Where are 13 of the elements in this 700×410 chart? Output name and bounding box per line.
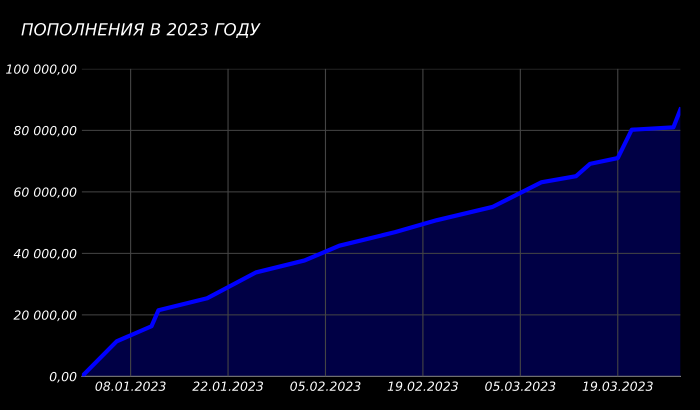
x-tick-label: 19.02.2023 bbox=[388, 381, 458, 391]
y-tick-label: 60 000,00 bbox=[14, 187, 76, 198]
x-tick-label: 08.01.2023 bbox=[95, 381, 166, 391]
y-tick-label: 80 000,00 bbox=[14, 126, 76, 137]
y-tick-label: 100 000,00 bbox=[6, 64, 76, 76]
x-tick-label: 22.01.2023 bbox=[192, 381, 264, 391]
x-tick-label: 05.02.2023 bbox=[290, 381, 360, 391]
chart-title: ПОПОЛНЕНИЯ В 2023 ГОДУ bbox=[21, 22, 261, 38]
y-tick-label: 0,00 bbox=[50, 372, 76, 383]
x-tick-label: 05.03.2023 bbox=[485, 381, 556, 391]
y-tick-label: 40 000,00 bbox=[14, 248, 76, 260]
y-tick-label: 20 000,00 bbox=[13, 310, 76, 322]
x-tick-label: 19.03.2023 bbox=[582, 381, 653, 391]
